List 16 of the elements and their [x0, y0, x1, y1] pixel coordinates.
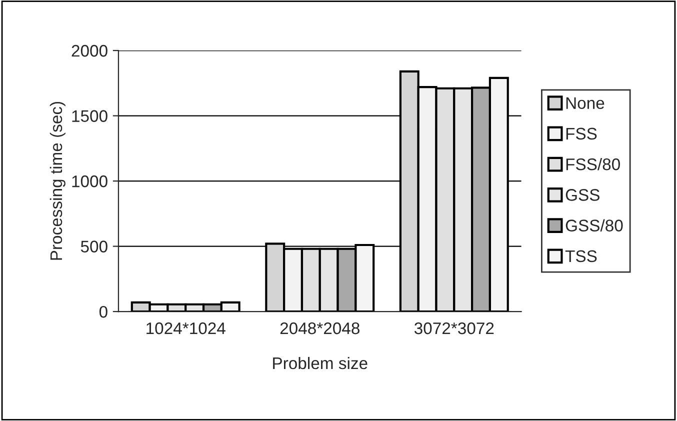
y-tick-label: 2000 — [72, 44, 108, 57]
x-axis-title: Problem size — [273, 356, 368, 370]
y-tick-label: 1500 — [72, 110, 108, 122]
y-tick-label: 500 — [80, 240, 108, 252]
y-axis-title: Processing time (sec) — [50, 102, 66, 260]
x-tick-label: 2048*2048 — [280, 322, 360, 334]
y-tick-label: 0 — [99, 306, 108, 318]
legend-label: None — [566, 97, 604, 109]
legend-label: GSS — [566, 189, 600, 201]
x-tick-label: 1024*1024 — [146, 322, 226, 334]
legend-label: FSS — [566, 128, 597, 140]
y-tick-label: 1000 — [72, 175, 108, 188]
x-tick-label: 3072*3072 — [414, 322, 494, 334]
legend-label: FSS/80 — [566, 158, 620, 170]
legend-label: GSS/80 — [566, 219, 623, 232]
legend-label: TSS — [565, 250, 597, 262]
